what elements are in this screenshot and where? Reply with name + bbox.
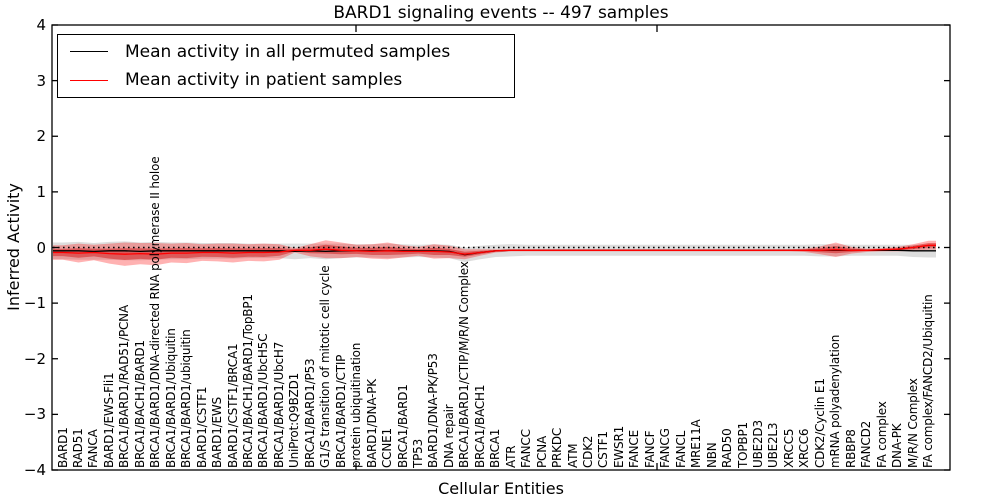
permuted-std-band bbox=[53, 241, 936, 262]
x-tick-label: FA complex bbox=[874, 401, 889, 468]
x-tick-label: CDK2 bbox=[580, 435, 595, 468]
x-tick-label: UBE2D3 bbox=[750, 420, 765, 468]
x-tick-label: M/R/N Complex bbox=[905, 378, 920, 468]
y-tick-label: 4 bbox=[36, 16, 46, 34]
x-tick-label: UniProt:Q9BZD1 bbox=[287, 372, 302, 468]
x-tick-label: G1/S transition of mitotic cell cycle bbox=[318, 265, 333, 468]
y-tick-label: 2 bbox=[36, 127, 46, 146]
x-tick-label: FANCD2 bbox=[859, 420, 874, 468]
legend-item-permuted: Mean activity in all permuted samples bbox=[70, 40, 514, 64]
x-tick-label: CSTF1 bbox=[596, 431, 611, 468]
x-axis-label: Cellular Entities bbox=[438, 479, 564, 498]
x-tick-label: RBBP8 bbox=[843, 429, 858, 468]
x-tick-label: FANCA bbox=[86, 429, 101, 468]
x-tick-label: FANCL bbox=[673, 430, 688, 468]
patient-mean-line bbox=[53, 244, 936, 255]
x-tick-label: BRCA1/BARD1/CTIP/M/R/N Complex bbox=[457, 261, 472, 468]
y-tick-label: −3 bbox=[23, 405, 46, 424]
x-tick-label: XRCC6 bbox=[797, 428, 812, 468]
x-tick-label: BARD1/EWS-Fli1 bbox=[101, 372, 116, 469]
x-tick-label: NBN bbox=[704, 442, 719, 468]
x-tick-label: protein ubiquitination bbox=[349, 342, 364, 468]
x-tick-label: CCNE1 bbox=[380, 428, 395, 468]
x-tick-label: BRCA1/BARD1/RAD51/PCNA bbox=[117, 305, 132, 468]
x-tick-label: BRCA1/BACH1/BARD1 bbox=[132, 340, 147, 468]
x-tick-label: DNA-PK bbox=[890, 423, 905, 468]
x-tick-label: BRCA1/BARD1/UbcH7 bbox=[271, 341, 286, 468]
x-tick-label: mRNA polyadenylation bbox=[828, 334, 843, 468]
x-tick-label: BARD1/DNA-PK/P53 bbox=[426, 353, 441, 468]
x-tick-label: BRCA1/BARD1/DNA-directed RNA polymerase … bbox=[148, 156, 163, 468]
x-tick-label: BRCA1/BARD1 bbox=[395, 384, 410, 468]
legend-item-patient: Mean activity in patient samples bbox=[70, 68, 514, 92]
x-tick-label: FANCG bbox=[658, 428, 673, 468]
x-tick-label: FA complex/FANCD2/Ubiquitin bbox=[920, 294, 935, 468]
x-tick-label: FANCC bbox=[519, 429, 534, 468]
x-tick-label: BARD1/DNA-PK bbox=[364, 379, 379, 468]
legend: Mean activity in all permuted samples Me… bbox=[57, 34, 515, 98]
y-tick-label: −4 bbox=[23, 461, 46, 479]
x-tick-label: XRCC5 bbox=[781, 428, 796, 468]
x-tick-label: EWSR1 bbox=[611, 425, 626, 468]
x-tick-label: CDK2/Cyclin E1 bbox=[812, 378, 827, 468]
y-tick-label: −1 bbox=[23, 294, 46, 313]
x-tick-label: BRCA1/BARD1/CTIP bbox=[333, 354, 348, 468]
x-tick-label: BRCA1/BACH1/BARD1/TopBP1 bbox=[240, 294, 255, 468]
chart-title: BARD1 signaling events -- 497 samples bbox=[333, 3, 669, 23]
legend-label-patient: Mean activity in patient samples bbox=[125, 70, 403, 91]
x-tick-label: DNA repair bbox=[441, 404, 456, 468]
x-tick-label: BRCA1 bbox=[488, 428, 503, 468]
x-tick-label: TP53 bbox=[410, 438, 425, 468]
x-tick-label: ATM bbox=[565, 443, 580, 468]
legend-line-patient-icon bbox=[70, 79, 108, 81]
y-tick-label: 3 bbox=[36, 71, 46, 90]
x-tick-label: MRE11A bbox=[689, 419, 704, 468]
x-tick-label: TOPBP1 bbox=[735, 422, 750, 468]
y-tick-label: −2 bbox=[23, 349, 46, 368]
y-tick-label: 1 bbox=[36, 182, 46, 201]
x-tick-label: BRCA1/BARD1/ubiquitin bbox=[179, 329, 194, 469]
x-tick-label: RAD50 bbox=[720, 428, 735, 468]
x-tick-label: BRCA1/BARD1/P53 bbox=[302, 358, 317, 468]
legend-label-permuted: Mean activity in all permuted samples bbox=[125, 41, 451, 62]
x-tick-label: BARD1/CSTF1 bbox=[194, 386, 209, 468]
x-tick-label: BARD1/EWS bbox=[210, 397, 225, 468]
y-tick-label: 0 bbox=[36, 238, 46, 257]
x-tick-label: PCNA bbox=[534, 435, 549, 468]
x-tick-label: BRCA1/BARD1/Ubiquitin bbox=[163, 328, 178, 468]
x-tick-label: UBE2L3 bbox=[766, 422, 781, 468]
x-tick-label: BARD1/CSTF1/BRCA1 bbox=[225, 343, 240, 468]
x-tick-label: BRCA1/BACH1 bbox=[472, 384, 487, 468]
legend-line-permuted-icon bbox=[70, 51, 108, 53]
x-tick-label: FANCF bbox=[642, 430, 657, 468]
x-tick-label: ATR bbox=[503, 445, 518, 468]
x-tick-label: RAD51 bbox=[70, 428, 85, 468]
x-tick-label: BARD1 bbox=[55, 427, 70, 468]
x-tick-label: BRCA1/BARD1/UbcH5C bbox=[256, 333, 271, 468]
x-tick-label: FANCE bbox=[627, 430, 642, 468]
x-tick-label: PRKDC bbox=[550, 427, 565, 468]
